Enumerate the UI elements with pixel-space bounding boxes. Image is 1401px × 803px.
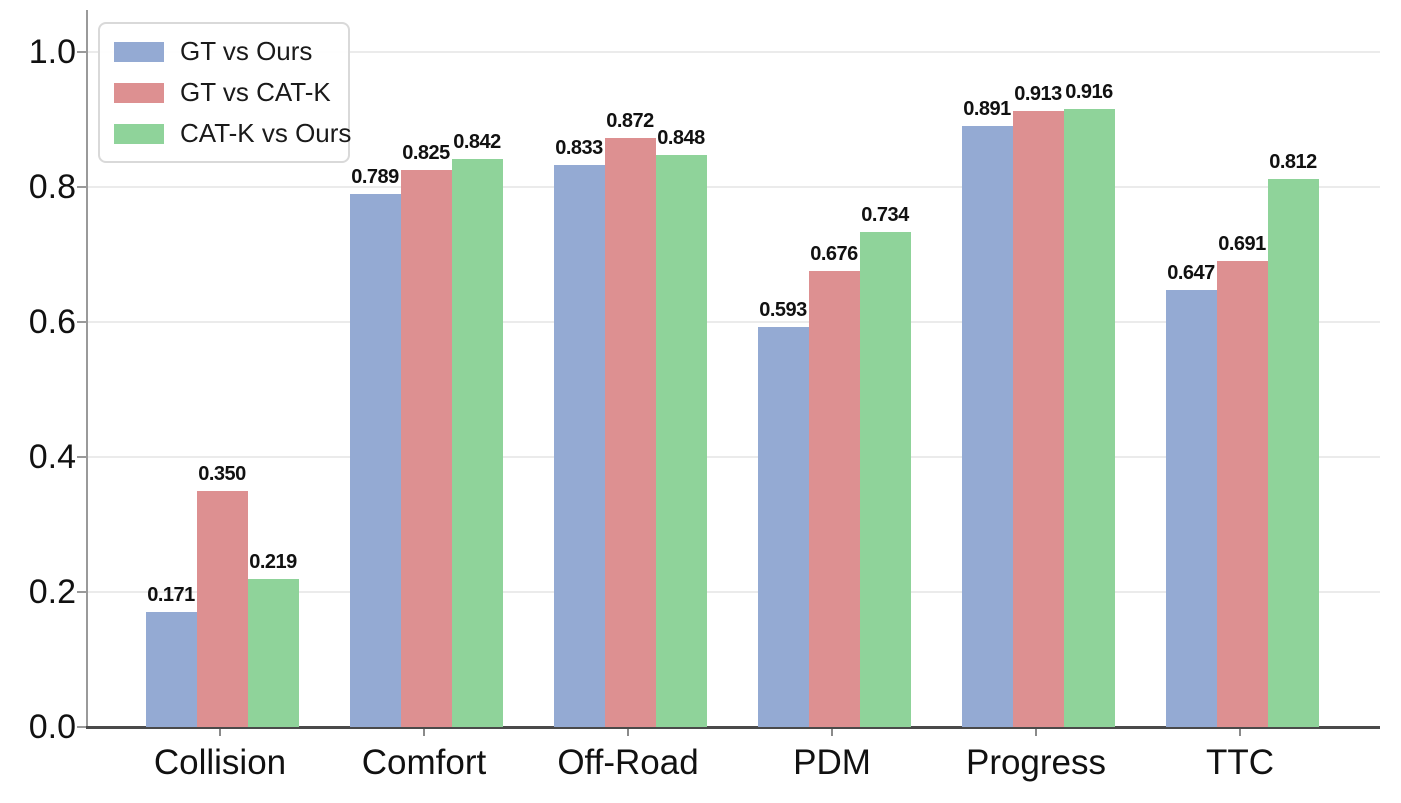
bar-collision-gt-vs-ours: 0.171 <box>145 584 197 727</box>
bar-value-label: 0.219 <box>249 551 297 574</box>
bar-group-pdm: 0.593 0.676 0.734 <box>757 204 911 727</box>
bar-value-label: 0.812 <box>1269 150 1317 173</box>
legend-swatch <box>114 123 164 144</box>
y-tick-mark <box>77 456 86 458</box>
gridline-0.8 <box>88 186 1380 188</box>
bar-group-ttc: 0.647 0.691 0.812 <box>1165 151 1319 727</box>
legend-item-gt-vs-ours: GT vs Ours <box>114 36 334 67</box>
y-tick-mark <box>77 726 86 728</box>
bar-comfort-cat-k-vs-ours: 0.842 <box>451 131 503 727</box>
legend-label: CAT-K vs Ours <box>180 118 352 148</box>
bar-ttc-gt-vs-cat-k: 0.691 <box>1216 233 1268 727</box>
bar-pdm-gt-vs-cat-k: 0.676 <box>808 243 860 727</box>
y-tick-mark <box>77 591 86 593</box>
legend-label: GT vs Ours <box>180 36 313 66</box>
y-tick-label-0.4: 0.4 <box>28 438 76 476</box>
bar-progress-gt-vs-ours: 0.891 <box>961 98 1013 727</box>
x-tick-label-comfort: Comfort <box>361 743 487 782</box>
x-tick-mark <box>831 729 833 736</box>
x-tick-mark <box>627 729 629 736</box>
legend-label: GT vs CAT-K <box>180 77 331 107</box>
bar-group-comfort: 0.789 0.825 0.842 <box>349 131 503 727</box>
y-tick-mark <box>77 186 86 188</box>
x-tick-mark <box>219 729 221 736</box>
x-tick-label-ttc: TTC <box>1205 743 1275 782</box>
plot-area: 0.171 0.350 0.219 0.789 0.825 0.842 0.833 0.872… <box>86 10 1380 727</box>
legend-swatch <box>114 82 164 103</box>
bar-value-label: 0.350 <box>198 462 246 485</box>
legend-item-gt-vs-cat-k: GT vs CAT-K <box>114 77 334 108</box>
bar-value-label: 0.789 <box>351 166 399 189</box>
bar-ttc-cat-k-vs-ours: 0.812 <box>1267 151 1319 727</box>
x-tick-label-off-road: Off-Road <box>557 743 699 782</box>
bar-progress-gt-vs-cat-k: 0.913 <box>1012 83 1064 727</box>
bar-off-road-gt-vs-ours: 0.833 <box>553 137 605 727</box>
bar-collision-cat-k-vs-ours: 0.219 <box>247 551 299 727</box>
bar-value-label: 0.872 <box>606 110 654 133</box>
gridline-0.2 <box>88 591 1380 593</box>
x-tick-mark <box>423 729 425 736</box>
x-tick-mark <box>1239 729 1241 736</box>
bar-value-label: 0.647 <box>1167 262 1215 285</box>
bar-off-road-gt-vs-cat-k: 0.872 <box>604 110 656 727</box>
gridline-0.4 <box>88 456 1380 458</box>
x-tick-label-collision: Collision <box>153 743 287 782</box>
bar-value-label: 0.916 <box>1065 80 1113 103</box>
legend-item-cat-k-vs-ours: CAT-K vs Ours <box>114 118 351 149</box>
y-tick-mark <box>77 51 86 53</box>
bar-value-label: 0.593 <box>759 298 807 321</box>
x-tick-label-pdm: PDM <box>793 743 871 782</box>
bar-value-label: 0.891 <box>963 97 1011 120</box>
bar-comfort-gt-vs-cat-k: 0.825 <box>400 142 452 727</box>
bar-group-collision: 0.171 0.350 0.219 <box>145 463 299 727</box>
bar-value-label: 0.734 <box>861 203 909 226</box>
bar-comfort-gt-vs-ours: 0.789 <box>349 166 401 727</box>
y-tick-label-1.0: 1.0 <box>28 33 76 71</box>
bar-ttc-gt-vs-ours: 0.647 <box>1165 262 1217 727</box>
y-tick-label-0.8: 0.8 <box>28 168 76 206</box>
y-tick-label-0.0: 0.0 <box>28 708 76 746</box>
bar-progress-cat-k-vs-ours: 0.916 <box>1063 81 1115 727</box>
x-axis-line <box>86 726 1380 729</box>
bar-value-label: 0.171 <box>147 583 195 606</box>
x-tick-mark <box>1035 729 1037 736</box>
bar-value-label: 0.676 <box>810 242 858 265</box>
gridline-0.6 <box>88 321 1380 323</box>
gridline-1.0 <box>88 51 1380 53</box>
bar-value-label: 0.825 <box>402 142 450 165</box>
bar-group-off-road: 0.833 0.872 0.848 <box>553 110 707 727</box>
bar-collision-gt-vs-cat-k: 0.350 <box>196 463 248 727</box>
bar-value-label: 0.913 <box>1014 82 1062 105</box>
bar-value-label: 0.848 <box>657 126 705 149</box>
y-tick-label-0.6: 0.6 <box>28 303 76 341</box>
bar-off-road-cat-k-vs-ours: 0.848 <box>655 127 707 727</box>
bar-group-progress: 0.891 0.913 0.916 <box>961 81 1115 727</box>
x-tick-label-progress: Progress <box>965 743 1107 782</box>
y-tick-mark <box>77 321 86 323</box>
bar-value-label: 0.842 <box>453 130 501 153</box>
bar-value-label: 0.691 <box>1218 232 1266 255</box>
legend-swatch <box>114 41 164 62</box>
bar-value-label: 0.833 <box>555 136 603 159</box>
bar-pdm-gt-vs-ours: 0.593 <box>757 299 809 727</box>
bar-pdm-cat-k-vs-ours: 0.734 <box>859 204 911 727</box>
legend: GT vs Ours GT vs CAT-K CAT-K vs Ours <box>98 22 351 163</box>
y-tick-label-0.2: 0.2 <box>28 573 76 611</box>
